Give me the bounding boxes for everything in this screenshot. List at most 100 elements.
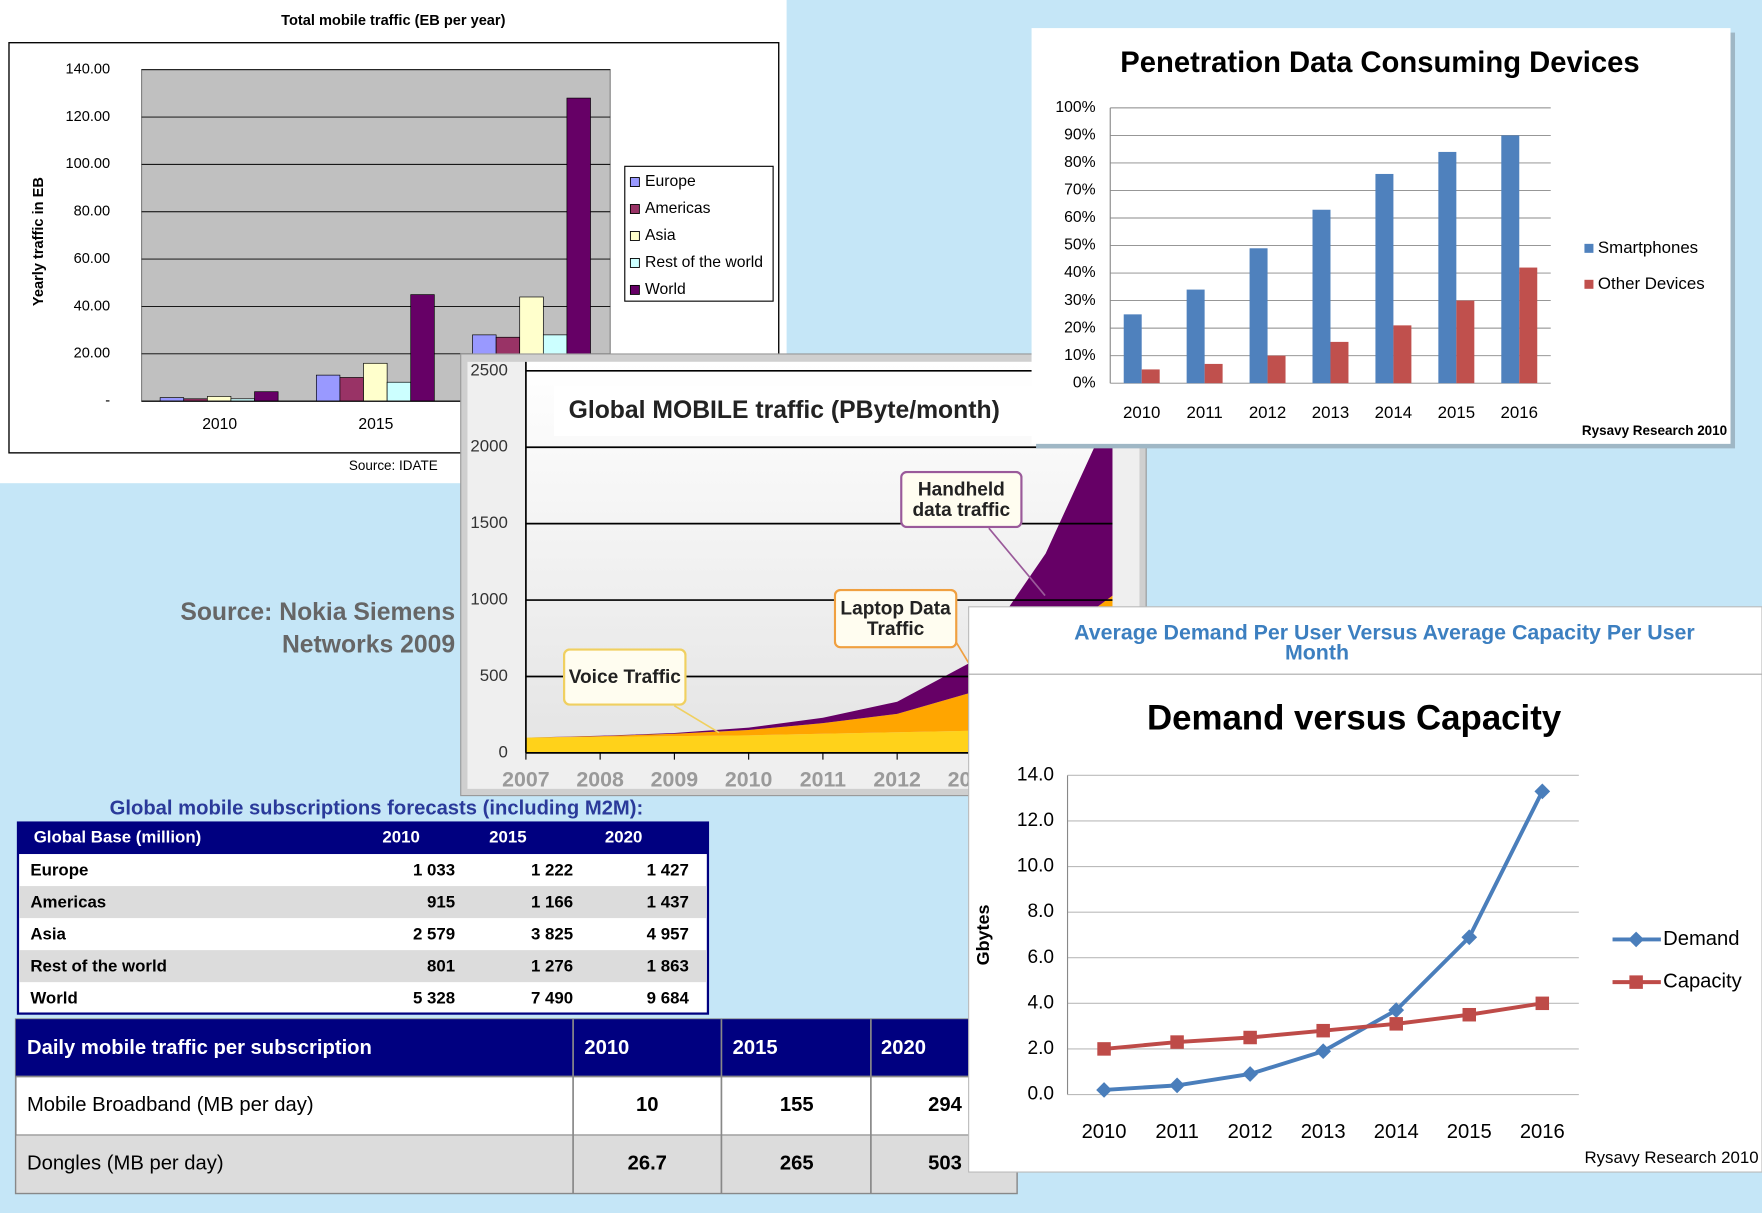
callout-leader xyxy=(673,704,720,734)
x-tick-label: 2010 xyxy=(1082,1121,1127,1143)
table-cell: Americas xyxy=(30,892,106,911)
marker xyxy=(1315,1043,1332,1060)
x-tick-label: 2011 xyxy=(800,768,846,792)
table-cell: Asia xyxy=(30,924,66,943)
y-tick-label: 20% xyxy=(1064,319,1095,336)
source-note: Source: IDATE xyxy=(349,458,438,473)
table-cell: Mobile Broadband (MB per day) xyxy=(27,1094,314,1116)
bar xyxy=(1501,135,1520,384)
table-cell: 1 033 xyxy=(413,860,455,879)
marker xyxy=(1534,783,1551,800)
y-tick-label: 0.0 xyxy=(1028,1084,1055,1105)
bar xyxy=(1204,363,1223,384)
callout: Voice Traffic xyxy=(562,648,687,706)
bar xyxy=(1519,267,1538,384)
x-tick-label: 2016 xyxy=(1520,1121,1565,1143)
bar xyxy=(339,377,364,402)
table-header: Daily mobile traffic per subscription xyxy=(27,1037,372,1059)
callout-label: Handheld data traffic xyxy=(900,470,1023,529)
panel-header: Average Demand Per User Versus Average C… xyxy=(1074,620,1694,644)
table-cell: Europe xyxy=(30,860,88,879)
table-cell: 1 222 xyxy=(531,860,573,879)
y-tick-label: 2000 xyxy=(470,437,507,456)
y-tick-label: 60.00 xyxy=(74,251,111,267)
chart-title: Total mobile traffic (EB per year) xyxy=(281,13,505,29)
callout: Handheld data traffic xyxy=(900,470,1023,529)
x-tick-label: 2015 xyxy=(1447,1121,1492,1143)
bar xyxy=(363,362,388,402)
y-tick-label: 80.00 xyxy=(74,204,111,220)
traffic-idate-panel: Total mobile traffic (EB per year) - 20.00… xyxy=(0,0,787,484)
legend-swatch xyxy=(1584,279,1594,289)
x-tick-label: 2010 xyxy=(202,416,237,433)
x-tick-label: 2015 xyxy=(358,416,393,433)
y-tick-label: 120.00 xyxy=(65,109,110,125)
bar xyxy=(1375,173,1394,384)
x-tick-label: 2008 xyxy=(576,768,624,792)
table-cell: 3 825 xyxy=(531,924,573,943)
marker xyxy=(1628,931,1645,948)
table-cell: 26.7 xyxy=(628,1153,667,1175)
y-tick-label: 1000 xyxy=(470,590,507,609)
x-tick-label: 2012 xyxy=(1228,1121,1273,1143)
table-cell: 2 579 xyxy=(413,924,455,943)
chart-title: Global MOBILE traffic (PByte/month) xyxy=(569,397,1000,424)
legend-swatch xyxy=(629,284,640,295)
marker xyxy=(1170,1035,1184,1049)
y-tick-label: 100.00 xyxy=(65,156,110,172)
marker xyxy=(1242,1066,1259,1082)
legend-swatch xyxy=(629,231,640,241)
marker xyxy=(1462,1007,1477,1022)
table-cell: 1 437 xyxy=(647,892,689,911)
daily-traffic-table: Daily mobile traffic per subscription 201… xyxy=(14,1018,1018,1195)
panel-header: Month xyxy=(1285,641,1349,665)
table-cell: 1 863 xyxy=(647,956,689,975)
y-tick-label: 4.0 xyxy=(1028,992,1055,1013)
area xyxy=(525,727,1113,753)
marker xyxy=(1535,996,1550,1011)
table-cell: 10 xyxy=(636,1094,659,1116)
y-tick-label: 40.00 xyxy=(74,298,111,314)
y-tick-label: 8.0 xyxy=(1028,901,1055,922)
bar xyxy=(1249,248,1268,384)
marker xyxy=(1461,929,1478,946)
y-tick-label: 50% xyxy=(1064,237,1095,254)
bar xyxy=(1312,209,1331,384)
y-tick-label: 90% xyxy=(1064,127,1095,144)
table-cell: 9 684 xyxy=(647,988,690,1007)
bar xyxy=(1456,300,1475,384)
y-tick-label: 500 xyxy=(480,666,508,685)
table-cell: Rest of the world xyxy=(30,956,167,975)
marker xyxy=(1243,1030,1257,1045)
y-tick-label: 20.00 xyxy=(74,346,111,362)
bar xyxy=(206,396,232,402)
x-tick-label: 2010 xyxy=(1123,403,1160,422)
x-tick-label: 2011 xyxy=(1187,403,1223,422)
callout-leader xyxy=(954,640,970,664)
x-tick-label: 2007 xyxy=(502,768,549,792)
legend-box xyxy=(624,165,774,302)
y-tick-label: 2.0 xyxy=(1028,1038,1055,1059)
x-tick-label: 2012 xyxy=(873,768,921,792)
table-cell: 1 166 xyxy=(531,892,573,911)
legend-label: Other Devices xyxy=(1598,274,1705,293)
x-tick-label: 2013 xyxy=(1301,1121,1346,1143)
legend-label: Rest of the world xyxy=(645,254,763,271)
marker xyxy=(1389,1017,1403,1031)
table-cell: 265 xyxy=(780,1153,814,1175)
area-layer xyxy=(525,407,1113,753)
table-cell: 801 xyxy=(427,956,455,975)
table-header: 2020 xyxy=(881,1037,926,1059)
bar xyxy=(1267,355,1286,384)
table-cell: 7 490 xyxy=(531,988,573,1007)
bar xyxy=(1186,289,1205,384)
y-tick-label: 0 xyxy=(499,742,508,761)
table-header: 2010 xyxy=(382,828,419,847)
chart-title: Penetration Data Consuming Devices xyxy=(1120,47,1639,79)
legend-label: Americas xyxy=(645,200,711,217)
y-tick-label: 140.00 xyxy=(65,62,110,78)
x-tick-label: 2012 xyxy=(1249,403,1286,422)
bar xyxy=(1330,341,1349,384)
marker xyxy=(1097,1042,1111,1056)
